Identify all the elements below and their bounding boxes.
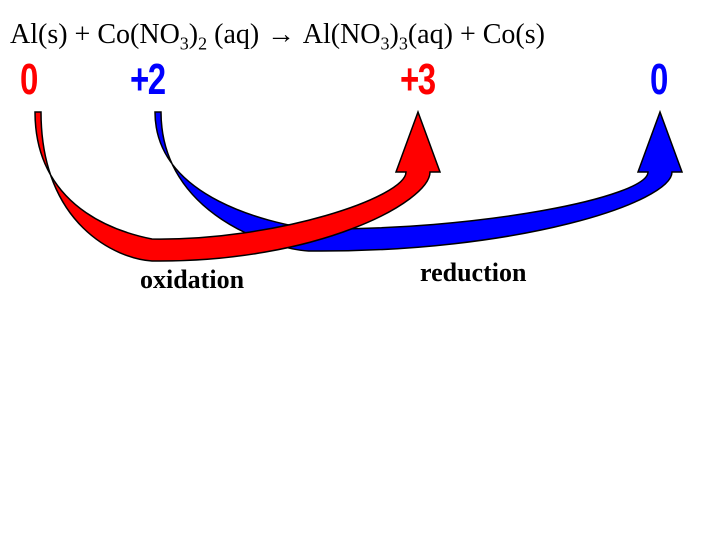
oxstate-al-no: +3 (400, 55, 435, 105)
reaction-arrow: → (259, 18, 303, 49)
reactant-al: Al(s) (10, 19, 68, 50)
reduction-arrow (155, 112, 682, 251)
oxidation-arrow (35, 112, 440, 261)
product-co: Co(s) (483, 19, 545, 50)
oxstate-al-s: 0 (20, 55, 37, 105)
label-oxidation: oxidation (140, 265, 244, 295)
equation-line: Al(s) + Co(NO3)2 (aq) → Al(NO3)3(aq) + C… (10, 18, 710, 55)
oxstate-co-s: 0 (650, 55, 667, 105)
label-reduction: reduction (420, 258, 526, 288)
oxstate-co-no: +2 (130, 55, 165, 105)
arrow-layer (0, 0, 720, 540)
